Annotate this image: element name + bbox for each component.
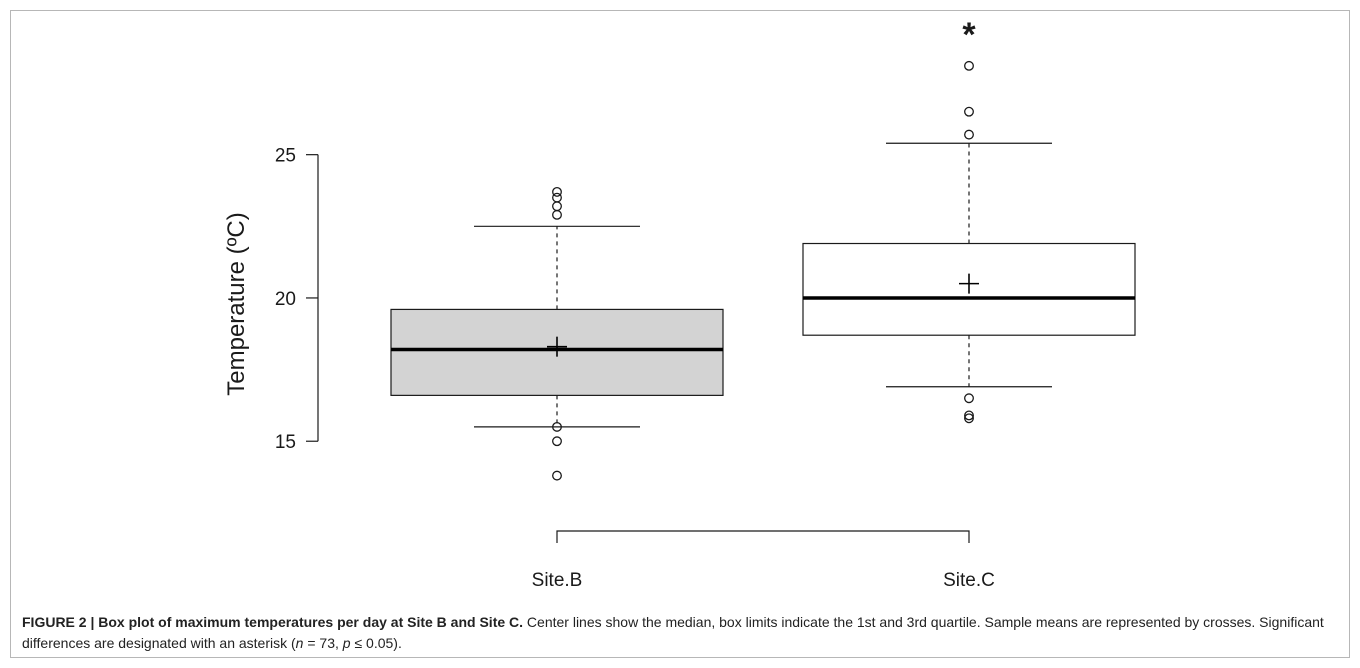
outlier-point: [964, 393, 974, 404]
comparison-bracket: [556, 530, 970, 543]
y-axis: 15 20 25: [275, 146, 319, 453]
x-category-label: Site.C: [943, 570, 995, 591]
box-plot-chart: 15 20 25 * Site.B Site.C Temperature (ºC): [223, 16, 1136, 591]
outlier-point: [552, 201, 562, 212]
outlier-point: [552, 436, 562, 447]
significance-bracket-group: [556, 530, 970, 543]
outlier-point: [964, 60, 974, 71]
box-site-c: [802, 60, 1136, 424]
caption-figure-label: FIGURE 2 | Box plot of maximum temperatu…: [22, 614, 524, 630]
outlier-point: [964, 129, 974, 140]
boxes-group: *: [390, 16, 1136, 481]
outlier-point: [552, 421, 562, 432]
y-tick-label: 20: [275, 289, 296, 310]
y-axis-label: Temperature (ºC): [223, 212, 250, 395]
caption-n-symbol: n: [295, 635, 304, 651]
figure-caption: FIGURE 2 | Box plot of maximum temperatu…: [22, 612, 1340, 654]
outlier-point: [552, 192, 562, 203]
x-axis-labels: Site.B Site.C: [532, 570, 995, 591]
outlier-point: [552, 186, 562, 197]
caption-n-value: = 73,: [303, 635, 343, 651]
caption-p-value: ≤ 0.05).: [350, 635, 402, 651]
y-tick-label: 15: [275, 432, 296, 453]
outlier-point: [552, 209, 562, 220]
caption-text: Center lines show the median, box limits…: [22, 614, 1324, 651]
outlier-point: [552, 470, 562, 481]
y-tick-label: 25: [275, 146, 296, 167]
outlier-point: [964, 410, 974, 421]
x-category-label: Site.B: [532, 570, 583, 591]
box-site-b: [390, 186, 724, 481]
caption-p-symbol: p: [342, 635, 351, 651]
figure-frame: [10, 10, 1350, 658]
significance-asterisk: *: [962, 16, 976, 54]
outlier-point: [964, 413, 974, 424]
outlier-point: [964, 106, 974, 117]
